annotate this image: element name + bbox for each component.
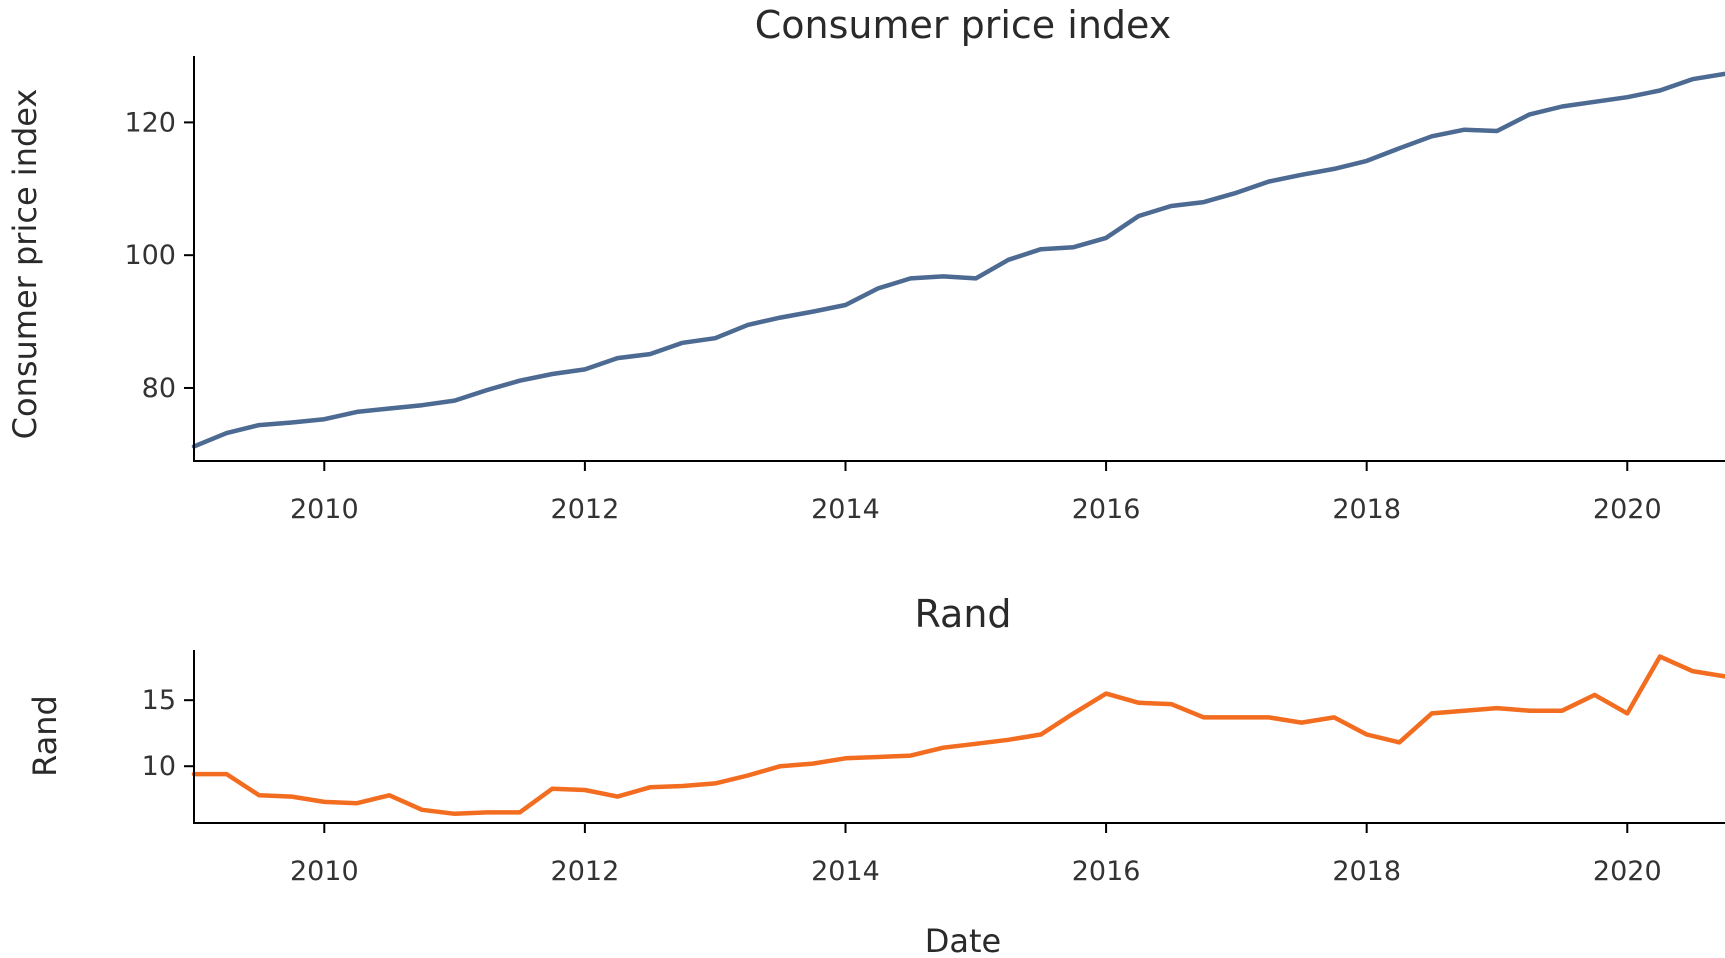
rand-chart-axes: [193, 650, 1725, 824]
cpi-chart-xtick-label: 2020: [1593, 494, 1662, 525]
rand-chart-title: Rand: [914, 592, 1011, 636]
cpi-chart-xtick-label: 2016: [1072, 494, 1141, 525]
rand-chart: Rand Rand 2010 2012 2014 2016 2018 2020 10 15 D…: [26, 592, 1725, 958]
rand-chart-ytick-label: 10: [142, 751, 176, 782]
cpi-chart-xtick-label: 2014: [811, 494, 880, 525]
rand-chart-xtick-label: 2014: [811, 856, 880, 887]
rand-chart-xtick-label: 2020: [1593, 856, 1662, 887]
rand-chart-xtick-label: 2016: [1072, 856, 1141, 887]
cpi-chart-ytick-label: 80: [142, 373, 176, 404]
rand-chart-xtick-label: 2018: [1332, 856, 1401, 887]
cpi-chart-xtick-label: 2010: [290, 494, 359, 525]
cpi-chart-ytick-label: 120: [124, 107, 176, 138]
rand-chart-xtick-label: 2010: [290, 856, 359, 887]
cpi-chart-ytick-label: 100: [124, 240, 176, 271]
cpi-chart-line: [191, 71, 1725, 449]
cpi-chart-title: Consumer price index: [755, 3, 1171, 47]
rand-chart-ytick-label: 15: [142, 685, 176, 716]
cpi-chart: Consumer price index Consumer price inde…: [6, 3, 1725, 525]
rand-chart-ylabel: Rand: [26, 695, 64, 777]
rand-chart-ticks: 2010 2012 2014 2016 2018 2020 10 15: [142, 685, 1662, 887]
cpi-chart-ylabel: Consumer price index: [6, 89, 44, 440]
cpi-chart-axes: [193, 56, 1725, 462]
rand-chart-line: [191, 654, 1725, 817]
cpi-chart-ticks: 2010 2012 2014 2016 2018 2020 80 100 120: [124, 107, 1661, 525]
rand-chart-xlabel: Date: [925, 922, 1001, 958]
rand-chart-xtick-label: 2012: [551, 856, 620, 887]
cpi-chart-xtick-label: 2018: [1332, 494, 1401, 525]
cpi-chart-xtick-label: 2012: [551, 494, 620, 525]
